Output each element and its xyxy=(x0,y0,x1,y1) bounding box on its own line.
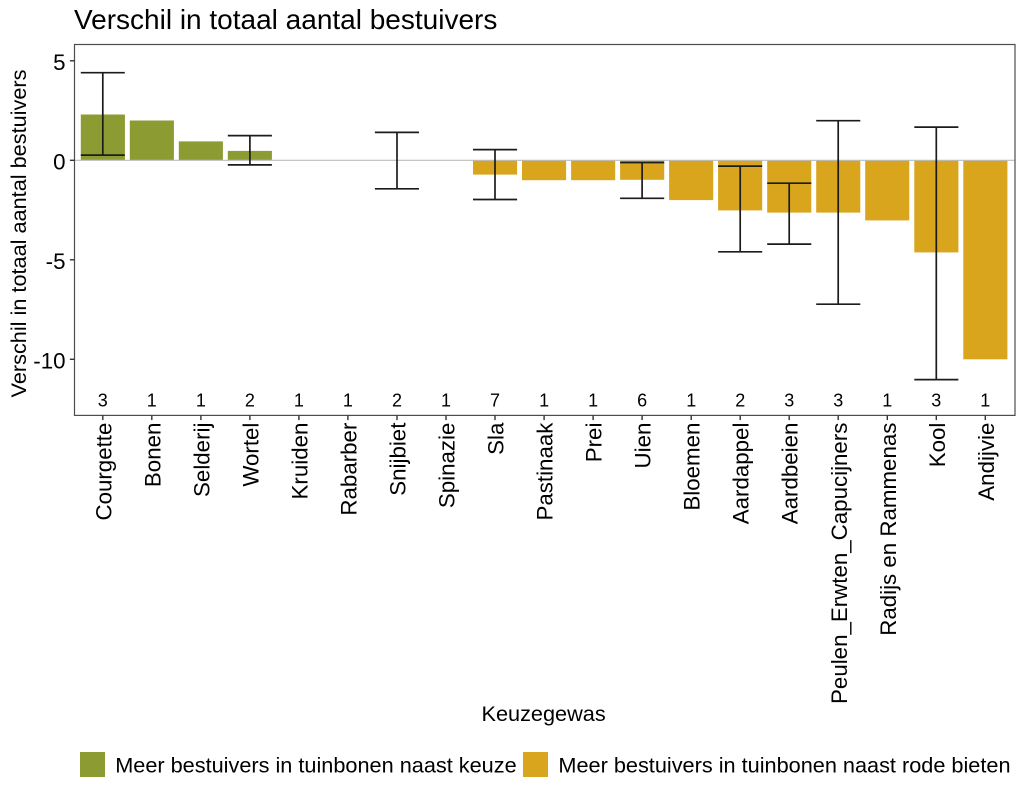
svg-text:2: 2 xyxy=(245,391,255,411)
svg-text:Kruiden: Kruiden xyxy=(287,423,312,500)
svg-text:2: 2 xyxy=(392,391,402,411)
svg-text:-5: -5 xyxy=(46,249,66,274)
svg-text:0: 0 xyxy=(53,149,65,174)
svg-text:7: 7 xyxy=(490,391,500,411)
svg-text:1: 1 xyxy=(588,391,598,411)
svg-text:3: 3 xyxy=(98,391,108,411)
svg-text:Rabarber: Rabarber xyxy=(336,422,361,516)
svg-text:Courgette: Courgette xyxy=(91,423,116,521)
svg-text:2: 2 xyxy=(735,391,745,411)
svg-text:Uien: Uien xyxy=(631,423,656,469)
svg-text:Spinazie: Spinazie xyxy=(435,423,460,509)
svg-text:1: 1 xyxy=(147,391,157,411)
svg-text:1: 1 xyxy=(196,391,206,411)
svg-text:Aardbeien: Aardbeien xyxy=(778,423,803,525)
svg-text:-10: -10 xyxy=(33,348,65,373)
svg-text:Aardappel: Aardappel xyxy=(729,423,754,525)
svg-text:Bloemen: Bloemen xyxy=(680,423,705,511)
svg-text:Snijbiet: Snijbiet xyxy=(386,422,411,496)
svg-text:Radijs en Rammenas: Radijs en Rammenas xyxy=(876,423,901,636)
svg-text:1: 1 xyxy=(686,391,696,411)
svg-text:Bonen: Bonen xyxy=(140,423,165,487)
svg-text:5: 5 xyxy=(53,50,65,75)
svg-text:Meer bestuivers in tuinbonen n: Meer bestuivers in tuinbonen naast rode … xyxy=(558,753,1010,778)
svg-text:3: 3 xyxy=(784,391,794,411)
svg-text:6: 6 xyxy=(637,391,647,411)
svg-text:1: 1 xyxy=(343,391,353,411)
svg-text:1: 1 xyxy=(294,391,304,411)
svg-text:1: 1 xyxy=(441,391,451,411)
svg-text:1: 1 xyxy=(882,391,892,411)
svg-text:3: 3 xyxy=(833,391,843,411)
svg-text:Kool: Kool xyxy=(925,423,950,468)
svg-text:1: 1 xyxy=(539,391,549,411)
svg-text:Andijvie: Andijvie xyxy=(974,423,999,501)
svg-text:Meer bestuivers in tuinbonen n: Meer bestuivers in tuinbonen naast keuze xyxy=(115,753,516,778)
svg-text:Sla: Sla xyxy=(484,422,509,455)
svg-text:Keuzegewas: Keuzegewas xyxy=(482,701,606,726)
svg-text:Peulen_Erwten_Capucijners: Peulen_Erwten_Capucijners xyxy=(827,423,852,704)
svg-text:Wortel: Wortel xyxy=(238,423,263,487)
svg-text:Selderij: Selderij xyxy=(189,423,214,497)
svg-text:3: 3 xyxy=(931,391,941,411)
svg-text:Verschil in totaal aantal best: Verschil in totaal aantal bestuivers xyxy=(74,4,497,35)
svg-text:Verschil in totaal aantal best: Verschil in totaal aantal bestuivers xyxy=(6,69,31,397)
svg-text:1: 1 xyxy=(980,391,990,411)
svg-text:Prei: Prei xyxy=(582,423,607,463)
svg-text:Pastinaak: Pastinaak xyxy=(533,422,558,521)
